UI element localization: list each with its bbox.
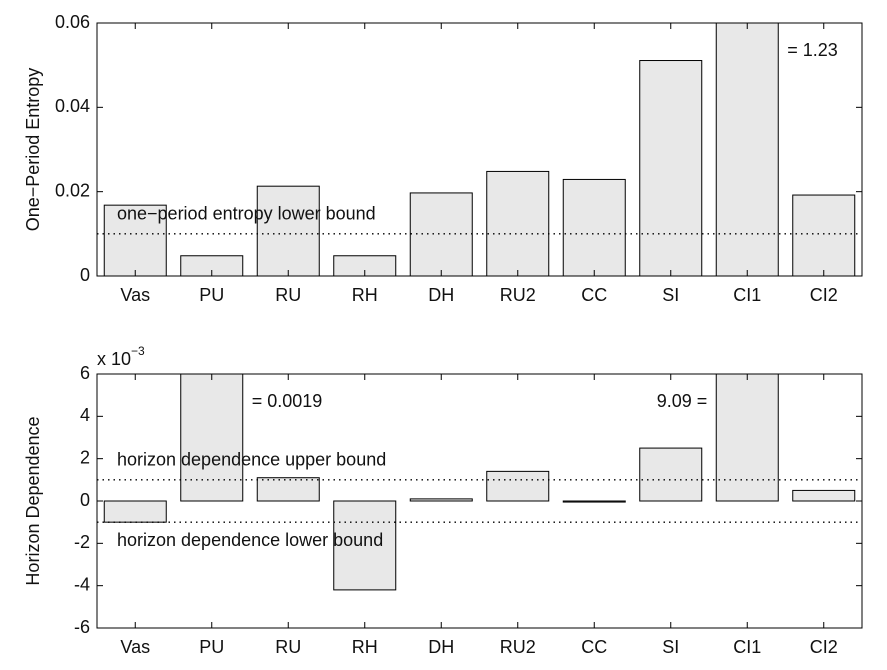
axes-frame [96, 22, 863, 277]
bar [409, 192, 473, 276]
x-tick-label: CI1 [733, 285, 761, 305]
x-tick-label: SI [662, 285, 679, 305]
annotation: = 1.23 [787, 40, 838, 60]
y-tick-label: 2 [80, 447, 90, 467]
annotation: = 0.0019 [252, 391, 323, 411]
y-tick-label: 0 [80, 265, 90, 285]
multiplier-exponent: −3 [131, 344, 145, 358]
bar [409, 498, 473, 502]
x-tick-label: CI2 [810, 637, 838, 657]
annotation: 9.09 = [657, 391, 708, 411]
x-tick-label: RH [352, 285, 378, 305]
bar [792, 489, 856, 502]
y-axis-title: One−Period Entropy [23, 68, 43, 232]
reference-label: one−period entropy lower bound [117, 204, 376, 224]
y-axis-title: Horizon Dependence [23, 416, 43, 585]
multiplier-base: x 10 [97, 349, 131, 369]
x-tick-label: RU2 [500, 285, 536, 305]
x-tick-label: RU2 [500, 637, 536, 657]
plot-area [103, 23, 856, 276]
x-tick-label: RU [275, 637, 301, 657]
y-tick-label: 0.06 [55, 12, 90, 32]
bar [103, 204, 167, 276]
x-tick-label: DH [428, 637, 454, 657]
bar [639, 60, 703, 276]
y-tick-label: 0.04 [55, 96, 90, 116]
x-tick-label: RH [352, 637, 378, 657]
x-tick-label: CI2 [810, 285, 838, 305]
y-tick-label: -6 [74, 617, 90, 637]
bar [792, 194, 856, 276]
bar [256, 477, 320, 502]
bar [562, 500, 626, 503]
x-tick-label: CI1 [733, 637, 761, 657]
x-tick-label: PU [199, 285, 224, 305]
bar [333, 500, 397, 591]
y-multiplier: x 10−3 [97, 344, 145, 369]
bar [256, 185, 320, 276]
y-tick-label: 4 [80, 405, 90, 425]
reference-label: horizon dependence upper bound [117, 450, 386, 470]
bar [486, 470, 550, 502]
x-tick-label: RU [275, 285, 301, 305]
y-tick-label: 0 [80, 490, 90, 510]
plot-area [103, 374, 856, 591]
bar [639, 447, 703, 502]
x-tick-label: SI [662, 637, 679, 657]
y-tick-label: -2 [74, 532, 90, 552]
y-tick-label: 0.02 [55, 180, 90, 200]
y-tick-label: 6 [80, 363, 90, 383]
bar [715, 23, 779, 276]
bar [562, 178, 626, 276]
reference-label: horizon dependence lower bound [117, 530, 383, 550]
x-tick-label: DH [428, 285, 454, 305]
y-tick-label: -4 [74, 574, 90, 594]
x-tick-label: PU [199, 637, 224, 657]
axes-frame [96, 373, 863, 629]
bar [103, 500, 167, 523]
x-tick-label: CC [581, 285, 607, 305]
x-tick-label: CC [581, 637, 607, 657]
bar [486, 170, 550, 276]
bar [715, 374, 779, 502]
x-tick-label: Vas [120, 637, 150, 657]
x-tick-label: Vas [120, 285, 150, 305]
